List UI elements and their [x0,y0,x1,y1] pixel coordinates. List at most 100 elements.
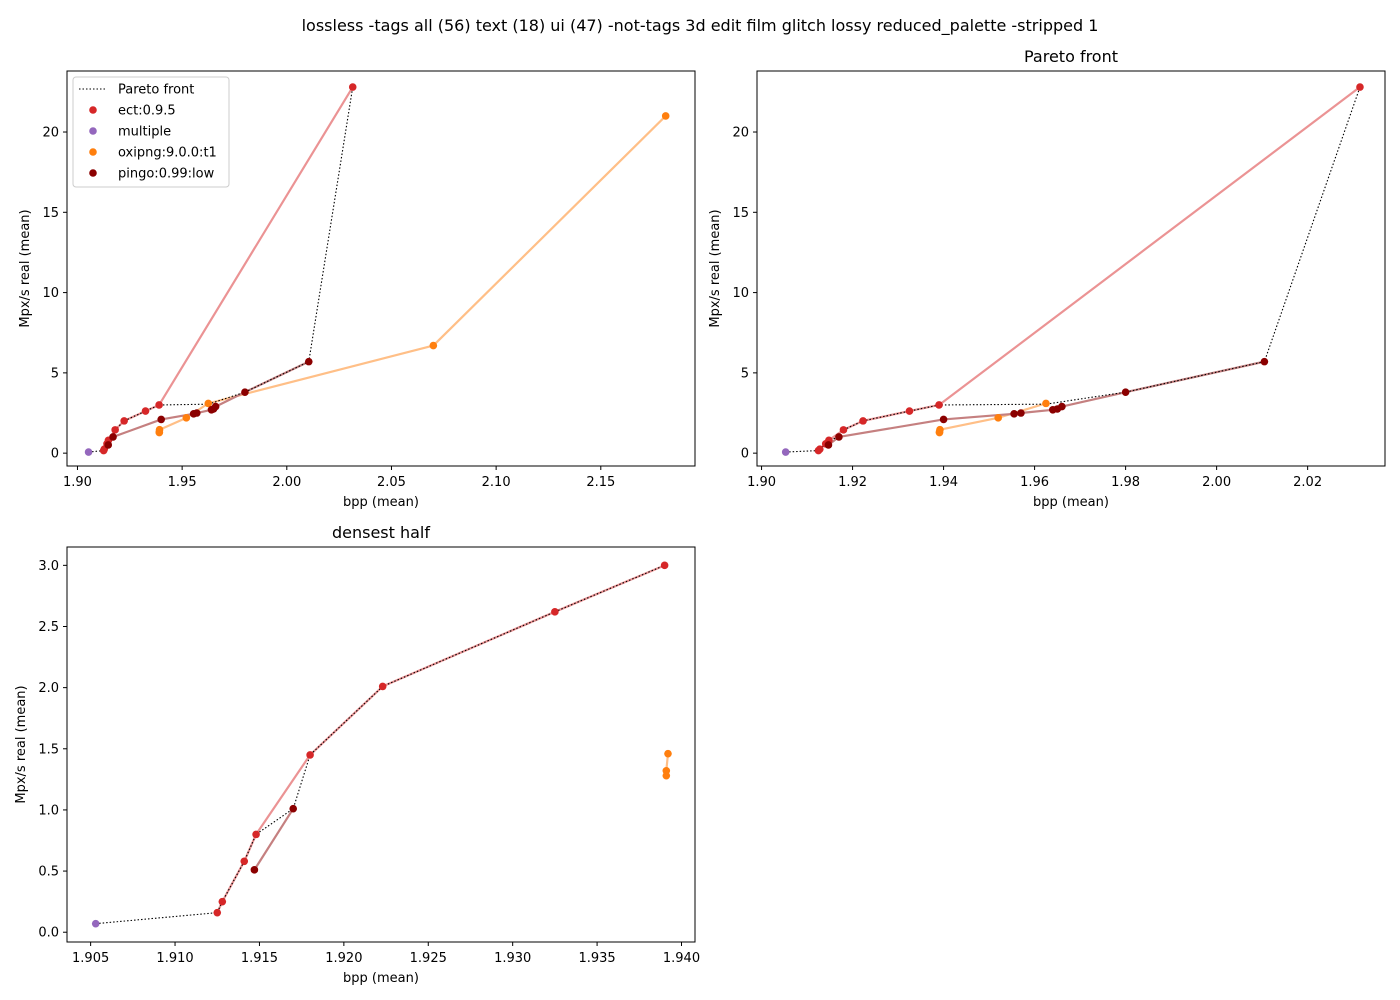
series-line [817,86,1361,452]
data-point [939,415,948,424]
x-tick-label: 1.905 [72,951,109,966]
data-point [348,83,357,91]
y-tick-label: 0 [51,447,59,462]
pareto-front-line [95,564,665,925]
data-point [250,866,259,874]
legend: Pareto front ect:0.9.5 multiple oxipng:9.0.… [72,76,230,188]
y-tick-label: 2.0 [38,681,59,696]
data-point [378,682,387,691]
x-tick-label: 1.95 [168,475,197,490]
data-point [835,433,843,441]
y-axis-label: Mpx/s real (mean) [708,209,723,327]
x-tick-label: 1.915 [241,951,278,966]
legend-marker [89,169,97,177]
y-tick-label: 0.5 [38,865,59,880]
y-tick-label: 5 [741,366,749,381]
data-point [859,417,867,425]
legend-marker [89,106,97,114]
data-point [1042,399,1050,408]
data-point [816,445,824,453]
data-point [839,426,848,434]
legend-label: oxipng:9.0.0:t1 [118,146,217,161]
data-point [1058,402,1066,411]
data-point [661,112,670,120]
y-tick-label: 10 [732,286,749,301]
x-tick-label: 2.05 [377,475,406,490]
series-line [216,564,666,914]
y-tick-label: 20 [732,126,749,141]
x-axis-label: bpp (mean) [343,971,419,986]
data-point [157,415,165,424]
data-point [664,749,672,758]
data-point [111,426,119,434]
data-point [91,919,100,928]
legend-label: ect:0.9.5 [118,104,176,119]
legend-marker [89,148,97,156]
data-point [84,448,93,456]
data-point [252,830,260,839]
data-point [240,857,249,866]
data-point [1017,409,1025,417]
pareto-front-line [785,86,1361,453]
x-tick-label: 2.02 [1293,475,1322,490]
data-point [824,441,833,449]
y-tick-label: 15 [732,206,749,221]
chart-title: Pareto front [1024,47,1118,66]
x-axis-label: bpp (mean) [343,495,419,510]
x-tick-label: 1.930 [494,951,531,966]
series-line [253,808,295,871]
legend-label: pingo:0.99:low [118,167,215,182]
x-axis-label: bpp (mean) [1033,495,1109,510]
series-line [827,360,1265,446]
plot-frame [756,70,1386,467]
data-point [551,608,559,616]
y-tick-label: 1.0 [38,803,59,818]
y-tick-label: 0.0 [38,926,59,941]
data-point [1260,357,1269,366]
data-point [936,425,944,434]
data-point [204,399,213,408]
data-point [1121,388,1130,396]
legend-frame [72,76,230,188]
data-point [155,401,163,409]
data-point [289,804,298,813]
x-tick-label: 1.92 [838,475,867,490]
data-point [211,402,220,411]
data-point [935,401,943,409]
x-tick-label: 1.96 [1020,475,1049,490]
chart-title: densest half [332,523,430,542]
data-point [660,561,669,570]
y-axis-label: Mpx/s real (mean) [18,209,33,327]
y-tick-label: 20 [42,126,59,141]
y-tick-label: 3.0 [38,559,59,574]
x-tick-label: 2.00 [272,475,301,490]
chart-panel-1: 1.90 1.95 2.00 2.05 2.10 2.15 0 5 10 15 20 bpp (mea… [18,70,696,510]
y-tick-label: 2.5 [38,620,59,635]
data-point [192,409,201,417]
x-tick-label: 1.920 [325,951,362,966]
x-tick-label: 1.90 [63,475,92,490]
y-tick-label: 0 [741,447,749,462]
data-point [905,407,914,415]
data-point [306,751,314,759]
legend-label: multiple [118,125,171,140]
x-tick-label: 2.15 [586,475,615,490]
x-tick-label: 1.98 [1111,475,1140,490]
x-tick-label: 1.910 [156,951,193,966]
figure-title: lossless -tags all (56) text (18) ui (47… [301,16,1099,35]
y-tick-label: 15 [42,206,59,221]
y-tick-label: 10 [42,286,59,301]
plot-frame [66,70,696,467]
chart-panel-3: 1.905 1.910 1.915 1.920 1.925 1.930 1.935 1.940… [14,523,700,986]
data-point [662,766,671,775]
x-tick-label: 2.10 [482,475,511,490]
data-point [994,414,1002,422]
y-axis-label: Mpx/s real (mean) [14,685,29,803]
data-point [104,441,113,449]
series-line [107,360,310,446]
x-tick-label: 1.925 [410,951,447,966]
data-point [218,897,227,906]
legend-marker [89,127,97,135]
data-point [429,341,438,350]
